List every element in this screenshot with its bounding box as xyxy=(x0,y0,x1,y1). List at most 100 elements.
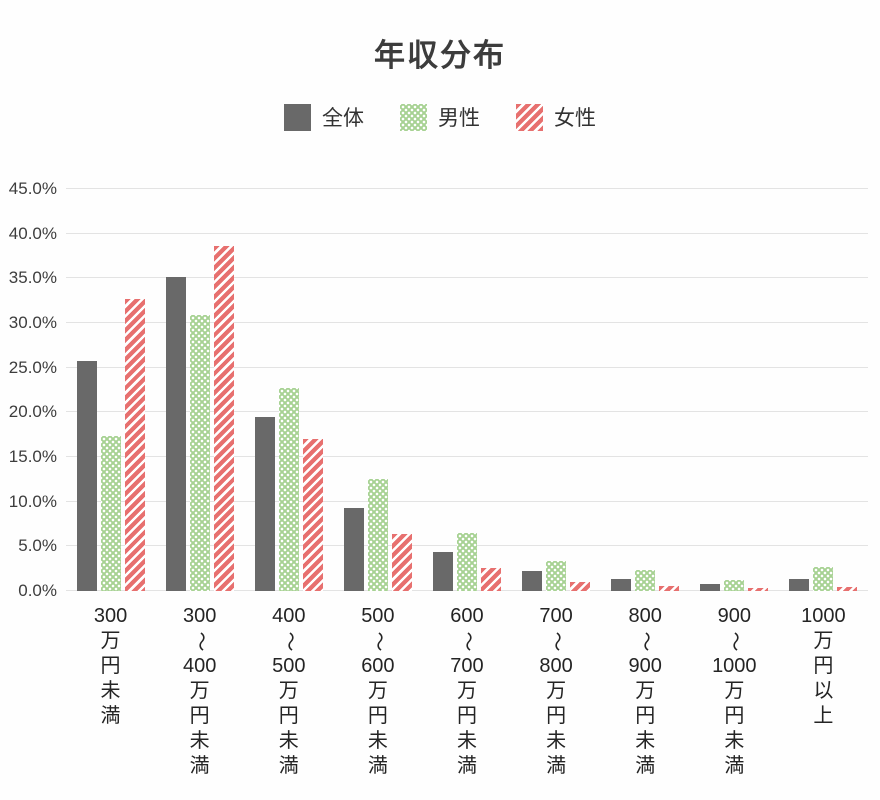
x-label-char: 900 xyxy=(717,605,751,627)
bar-series1-cat1 xyxy=(189,314,210,591)
bar-group-6 xyxy=(601,189,690,591)
bar-series2-cat3 xyxy=(391,533,412,591)
bar-group-7 xyxy=(690,189,779,591)
bar-series0-cat1 xyxy=(165,277,186,591)
x-label-char: 円 xyxy=(724,705,745,727)
x-label-cell: 700 〜 800 万円未満 xyxy=(512,604,601,779)
x-label-char: 万 xyxy=(724,680,745,702)
x-label-char: 未 xyxy=(189,730,210,752)
x-label-char: 満 xyxy=(278,755,299,777)
x-label-char: 万 xyxy=(100,630,121,652)
x-label-char: 満 xyxy=(189,755,210,777)
bar-group-3 xyxy=(333,189,422,591)
bar-series1-cat8 xyxy=(813,566,834,591)
x-label-char: 万 xyxy=(546,680,567,702)
x-label-char: 円 xyxy=(367,705,388,727)
legend-label-female: 女性 xyxy=(554,107,596,130)
bar-group-8 xyxy=(779,189,868,591)
y-tick-label: 30.0% xyxy=(8,313,57,333)
legend-label-male: 男性 xyxy=(438,107,480,130)
x-label-char: 〜 xyxy=(723,631,746,652)
x-label-char: 円 xyxy=(278,705,299,727)
x-label-char: 1000 xyxy=(712,655,757,677)
x-label-char: 500 xyxy=(272,655,306,677)
x-label-char: 〜 xyxy=(545,631,568,652)
x-label-char: 円 xyxy=(813,655,834,677)
x-label-char: 円 xyxy=(635,705,656,727)
x-label-cell: 600 〜 700 万円未満 xyxy=(422,604,511,779)
x-label-char: 1000 xyxy=(801,605,846,627)
x-label-char: 800 xyxy=(628,605,662,627)
x-label-char: 400 xyxy=(182,655,217,677)
x-label-char: 満 xyxy=(724,755,745,777)
x-label-char: 未 xyxy=(635,730,656,752)
x-label-char: 円 xyxy=(100,655,121,677)
x-label-cell: 300 万円未満 xyxy=(66,604,155,779)
x-label-char: 未 xyxy=(724,730,745,752)
x-axis-label: 500 〜 600 万円未満 xyxy=(361,604,394,779)
x-label-char: 未 xyxy=(546,730,567,752)
legend-swatch-female xyxy=(516,103,543,131)
bar-series2-cat7 xyxy=(748,588,769,591)
y-tick-label: 5.0% xyxy=(18,536,57,556)
y-tick-label: 20.0% xyxy=(8,402,57,422)
bar-series1-cat2 xyxy=(278,388,299,591)
x-axis-label: 800 〜 900 万円未満 xyxy=(629,604,662,779)
x-label-char: 満 xyxy=(367,755,388,777)
bar-series0-cat8 xyxy=(789,578,810,591)
bar-series1-cat0 xyxy=(100,436,121,591)
legend-item-overall: 全体 xyxy=(284,102,364,132)
gridline xyxy=(66,456,868,458)
x-label-char: 700 xyxy=(450,655,484,677)
y-tick-label: 45.0% xyxy=(8,179,57,198)
y-tick-label: 35.0% xyxy=(8,268,57,288)
bar-series2-cat0 xyxy=(124,298,145,591)
bar-series0-cat2 xyxy=(254,416,275,591)
x-axis-label: 400 〜 500 万円未満 xyxy=(272,604,305,779)
legend-item-female: 女性 xyxy=(516,102,596,132)
gridline xyxy=(66,188,868,189)
x-label-char: 万 xyxy=(635,680,656,702)
chart-title: 年収分布 xyxy=(374,38,506,73)
y-tick-label: 15.0% xyxy=(8,447,57,467)
x-label-char: 未 xyxy=(367,730,388,752)
x-label-char: 500 xyxy=(361,605,395,627)
x-axis-label: 700 〜 800 万円未満 xyxy=(539,604,572,779)
x-label-char: 万 xyxy=(278,680,299,702)
x-axis-label: 300 〜 400 万円未満 xyxy=(183,604,216,779)
chart-legend: 全体 男性 女性 xyxy=(0,102,880,132)
legend-label-overall: 全体 xyxy=(322,107,364,130)
x-axis-label: 900 〜 1000 万円未満 xyxy=(712,604,757,779)
bar-group-0 xyxy=(66,189,155,591)
x-label-char: 万 xyxy=(813,630,834,652)
gridline xyxy=(66,232,868,234)
x-label-char: 未 xyxy=(100,680,121,702)
x-label-char: 円 xyxy=(456,705,477,727)
bar-group-4 xyxy=(422,189,511,591)
bar-chart: 0.0% 5.0% 10.0% 15.0% 20.0% 25.0% 30.0% 35.0% 40… xyxy=(9,179,868,779)
legend-swatch-overall xyxy=(284,103,311,131)
bar-groups xyxy=(66,189,868,591)
x-label-char: 円 xyxy=(546,705,567,727)
x-label-char: 〜 xyxy=(634,631,657,652)
bar-series0-cat0 xyxy=(76,360,97,591)
x-label-cell: 900 〜 1000 万円未満 xyxy=(690,604,779,779)
x-label-char: 400 xyxy=(272,605,306,627)
legend-swatch-male xyxy=(400,103,427,131)
gridline xyxy=(66,500,868,502)
bar-series0-cat3 xyxy=(343,507,364,591)
x-label-char: 700 xyxy=(539,605,573,627)
bar-group-2 xyxy=(244,189,333,591)
legend-item-male: 男性 xyxy=(400,102,480,132)
x-label-char: 以 xyxy=(813,680,834,702)
x-label-char: 未 xyxy=(456,730,477,752)
x-label-char: 万 xyxy=(456,680,477,702)
x-label-char: 未 xyxy=(278,730,299,752)
x-label-cell: 800 〜 900 万円未満 xyxy=(601,604,690,779)
x-label-char: 上 xyxy=(813,705,834,727)
bar-series0-cat5 xyxy=(522,571,543,591)
bar-series1-cat3 xyxy=(367,479,388,591)
x-label-char: 300 xyxy=(93,605,128,627)
x-label-char: 〜 xyxy=(456,631,479,652)
